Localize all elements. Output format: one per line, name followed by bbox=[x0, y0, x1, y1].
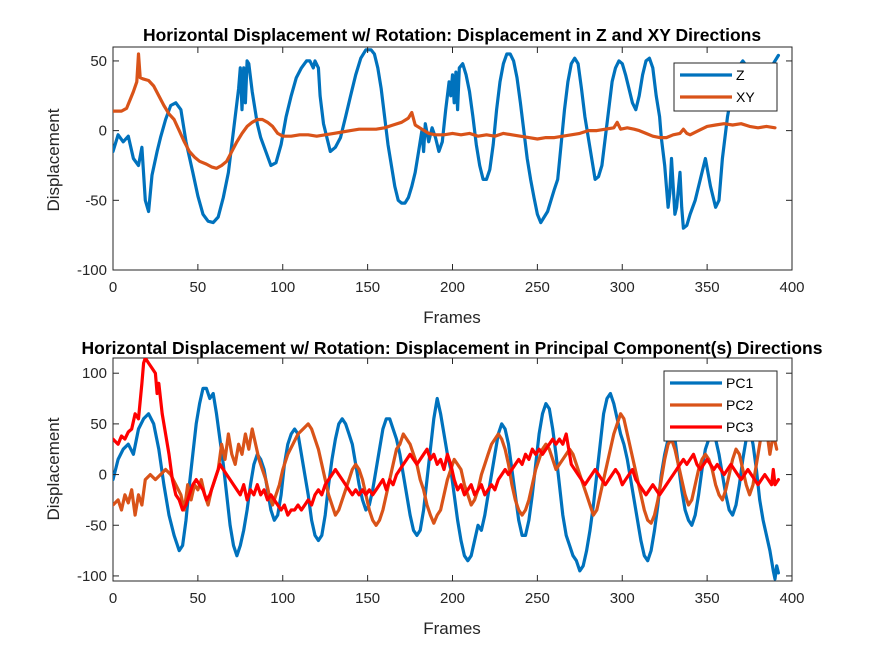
y-tick-label: -50 bbox=[85, 517, 107, 534]
legend-label: PC3 bbox=[726, 419, 753, 435]
y-tick-label: 100 bbox=[82, 365, 107, 382]
chart-title: Horizontal Displacement w/ Rotation: Dis… bbox=[143, 25, 761, 45]
legend: PC1 PC2 PC3 bbox=[663, 370, 778, 442]
y-axis-label: Displacement bbox=[44, 108, 63, 211]
legend-label: Z bbox=[736, 67, 745, 83]
x-tick-label: 350 bbox=[695, 279, 720, 296]
series-line-z bbox=[113, 48, 780, 230]
x-tick-label: 300 bbox=[610, 590, 635, 607]
chart-title: Horizontal Displacement w/ Rotation: Dis… bbox=[82, 338, 823, 358]
x-tick-label: 400 bbox=[779, 279, 804, 296]
x-tick-label: 100 bbox=[270, 279, 295, 296]
y-tick-label: 50 bbox=[90, 416, 107, 433]
x-axis-label: Frames bbox=[423, 308, 481, 327]
x-axis-label: Frames bbox=[423, 619, 481, 638]
y-tick-label: 0 bbox=[99, 467, 107, 484]
x-tick-label: 250 bbox=[525, 279, 550, 296]
series-line-pc3 bbox=[113, 358, 780, 517]
y-tick-label: -100 bbox=[77, 568, 107, 585]
y-tick-label: -100 bbox=[77, 262, 107, 279]
chart-principal-components: Horizontal Displacement w/ Rotation: Dis… bbox=[44, 338, 823, 638]
x-tick-label: 150 bbox=[355, 279, 380, 296]
series-line-pc2 bbox=[113, 412, 779, 527]
legend-box bbox=[673, 62, 778, 112]
x-tick-label: 0 bbox=[109, 279, 117, 296]
y-tick-label: 50 bbox=[90, 53, 107, 70]
legend: Z XY bbox=[673, 62, 778, 112]
y-tick-label: 0 bbox=[99, 123, 107, 140]
x-tick-label: 100 bbox=[270, 590, 295, 607]
x-tick-label: 0 bbox=[109, 590, 117, 607]
series-line-xy bbox=[113, 52, 777, 170]
x-tick-label: 350 bbox=[695, 590, 720, 607]
x-tick-label: 400 bbox=[779, 590, 804, 607]
series-line-pc1 bbox=[113, 386, 780, 581]
y-axis-label: Displacement bbox=[44, 417, 63, 520]
x-tick-label: 300 bbox=[610, 279, 635, 296]
legend-label: PC1 bbox=[726, 375, 753, 391]
x-tick-label: 50 bbox=[190, 590, 207, 607]
x-tick-label: 200 bbox=[440, 279, 465, 296]
chart-z-xy: Horizontal Displacement w/ Rotation: Dis… bbox=[44, 25, 805, 327]
x-tick-label: 150 bbox=[355, 590, 380, 607]
x-tick-label: 200 bbox=[440, 590, 465, 607]
y-tick-label: -50 bbox=[85, 192, 107, 209]
legend-label: PC2 bbox=[726, 397, 753, 413]
x-tick-label: 250 bbox=[525, 590, 550, 607]
legend-label: XY bbox=[736, 89, 755, 105]
x-tick-label: 50 bbox=[190, 279, 207, 296]
